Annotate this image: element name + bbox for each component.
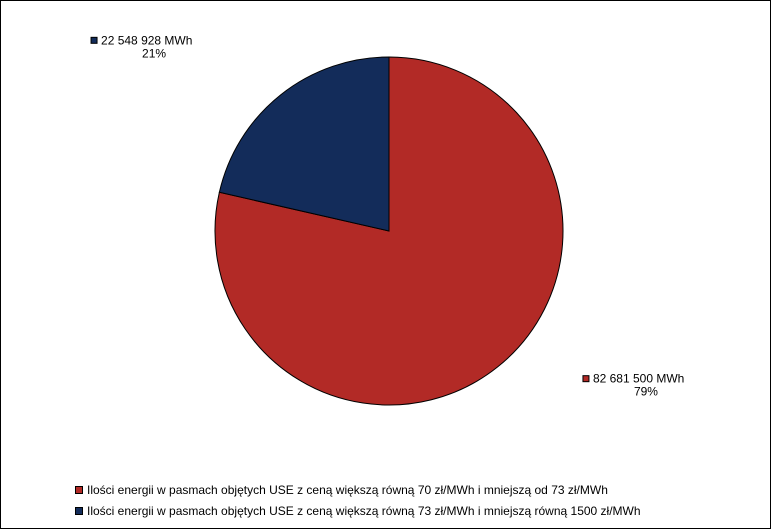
legend-swatch bbox=[75, 485, 83, 494]
data-label-value: 22 548 928 MWh bbox=[101, 33, 192, 47]
legend-swatch bbox=[75, 506, 83, 515]
data-label-percent: 21% bbox=[142, 46, 166, 60]
data-label-value: 82 681 500 MWh bbox=[593, 372, 684, 386]
data-label-swatch bbox=[90, 36, 98, 44]
legend: Ilości energii w pasmach objętych USE z … bbox=[75, 479, 641, 521]
data-label-percent: 79% bbox=[634, 385, 658, 399]
legend-label: Ilości energii w pasmach objętych USE z … bbox=[87, 503, 641, 518]
data-label-swatch bbox=[582, 375, 590, 383]
legend-item: Ilości energii w pasmach objętych USE z … bbox=[75, 500, 641, 521]
pie-slice bbox=[218, 56, 390, 232]
legend-item: Ilości energii w pasmach objętych USE z … bbox=[75, 479, 641, 500]
legend-label: Ilości energii w pasmach objętych USE z … bbox=[87, 482, 608, 497]
